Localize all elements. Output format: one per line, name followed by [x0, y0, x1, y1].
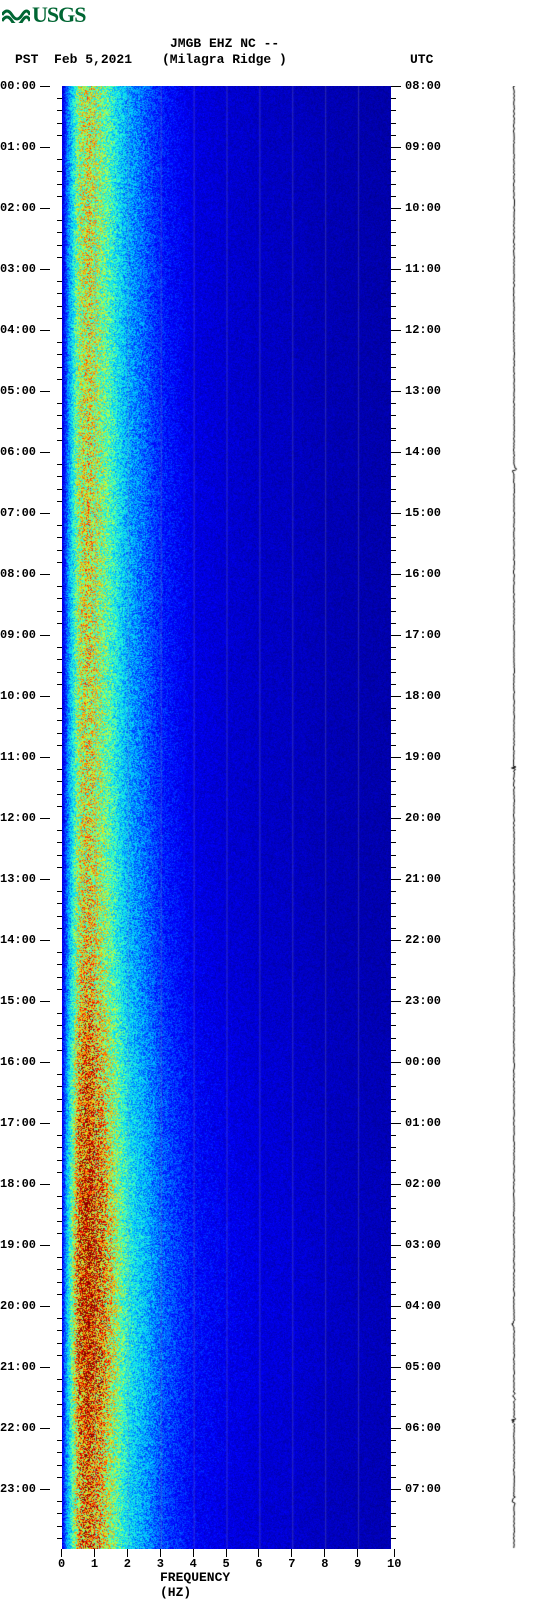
y-left-tick: 02:00	[0, 201, 50, 215]
y-left-tick: 05:00	[0, 384, 50, 398]
y-right-tick: 00:00	[391, 1055, 441, 1069]
x-tick: 5	[223, 1549, 230, 1571]
y-right-tick: 01:00	[391, 1116, 441, 1130]
y-right-tick: 11:00	[391, 262, 441, 276]
y-left-tick: 18:00	[0, 1177, 50, 1191]
y-right-tick: 03:00	[391, 1238, 441, 1252]
y-left-tick: 22:00	[0, 1421, 50, 1435]
station-line: JMGB EHZ NC --	[170, 36, 279, 51]
y-right-tick: 20:00	[391, 811, 441, 825]
y-left-tick: 04:00	[0, 323, 50, 337]
y-left-tick: 21:00	[0, 1360, 50, 1374]
y-right-tick: 23:00	[391, 994, 441, 1008]
y-right-tick: 22:00	[391, 933, 441, 947]
y-right-tick: 13:00	[391, 384, 441, 398]
x-axis-label: FREQUENCY (HZ)	[160, 1570, 230, 1600]
y-right-tick: 21:00	[391, 872, 441, 886]
tz-right: UTC	[410, 52, 433, 67]
seismogram-trace	[490, 86, 538, 1549]
y-right-tick: 07:00	[391, 1482, 441, 1496]
y-right-tick: 19:00	[391, 750, 441, 764]
date: Feb 5,2021	[54, 52, 132, 67]
y-left-tick: 12:00	[0, 811, 50, 825]
logo-text: USGS	[32, 2, 85, 28]
tz-left: PST	[15, 52, 38, 67]
y-right-tick: 17:00	[391, 628, 441, 642]
x-tick: 3	[157, 1549, 164, 1571]
y-left-tick: 03:00	[0, 262, 50, 276]
x-tick: 1	[91, 1549, 98, 1571]
y-left-tick: 09:00	[0, 628, 50, 642]
y-left-tick: 01:00	[0, 140, 50, 154]
spectrogram-canvas	[62, 86, 391, 1549]
header-left: PST Feb 5,2021	[15, 52, 132, 67]
y-right-tick: 14:00	[391, 445, 441, 459]
y-right-tick: 18:00	[391, 689, 441, 703]
y-left-tick: 11:00	[0, 750, 50, 764]
y-left-tick: 23:00	[0, 1482, 50, 1496]
y-right-tick: 04:00	[391, 1299, 441, 1313]
x-tick: 2	[124, 1549, 131, 1571]
y-right-tick: 15:00	[391, 506, 441, 520]
y-left-tick: 16:00	[0, 1055, 50, 1069]
y-right-tick: 02:00	[391, 1177, 441, 1191]
y-right-tick: 09:00	[391, 140, 441, 154]
x-tick: 6	[255, 1549, 262, 1571]
y-left-tick: 00:00	[0, 79, 50, 93]
y-left-tick: 19:00	[0, 1238, 50, 1252]
x-tick: 10	[387, 1549, 401, 1571]
y-left-tick: 07:00	[0, 506, 50, 520]
y-left-tick: 20:00	[0, 1299, 50, 1313]
y-right-tick: 05:00	[391, 1360, 441, 1374]
x-tick: 7	[288, 1549, 295, 1571]
y-right-tick: 16:00	[391, 567, 441, 581]
y-left-tick: 10:00	[0, 689, 50, 703]
y-left-tick: 13:00	[0, 872, 50, 886]
usgs-logo: USGS	[2, 2, 85, 28]
x-tick: 4	[190, 1549, 197, 1571]
y-right-tick: 12:00	[391, 323, 441, 337]
wave-icon	[2, 3, 30, 28]
y-left-tick: 15:00	[0, 994, 50, 1008]
y-right-tick: 06:00	[391, 1421, 441, 1435]
x-tick: 9	[354, 1549, 361, 1571]
y-left-tick: 14:00	[0, 933, 50, 947]
location: (Milagra Ridge )	[162, 52, 287, 67]
y-left-tick: 06:00	[0, 445, 50, 459]
y-right-tick: 10:00	[391, 201, 441, 215]
y-left-tick: 08:00	[0, 567, 50, 581]
y-right-tick: 08:00	[391, 79, 441, 93]
x-tick: 0	[58, 1549, 65, 1571]
y-left-tick: 17:00	[0, 1116, 50, 1130]
x-tick: 8	[321, 1549, 328, 1571]
